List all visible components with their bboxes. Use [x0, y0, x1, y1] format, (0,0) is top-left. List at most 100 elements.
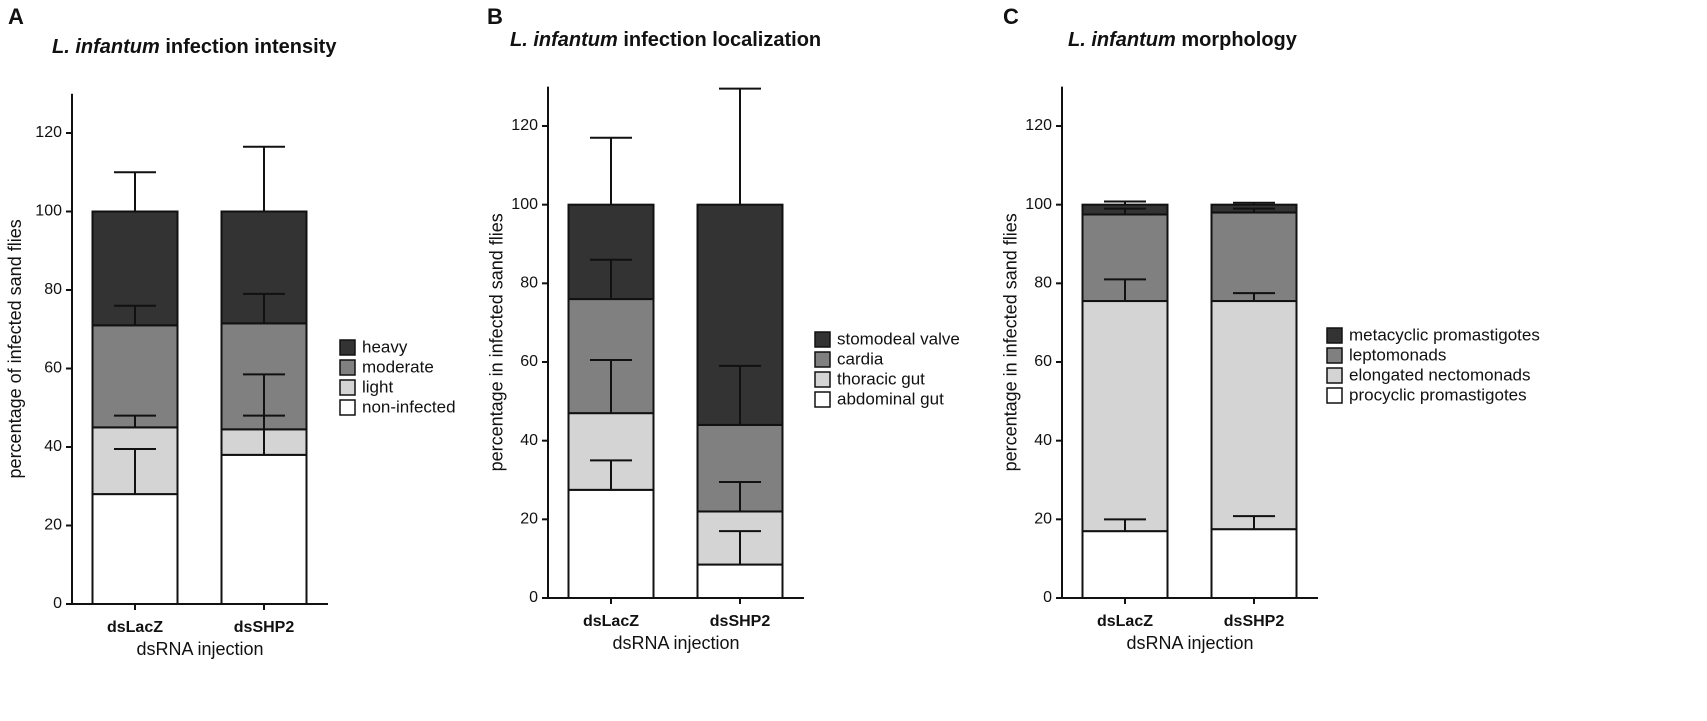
error-bar [114, 414, 156, 428]
y-tick-label: 100 [1025, 196, 1052, 213]
y-tick-label: 80 [1034, 275, 1052, 292]
legend-label: leptomonads [1349, 345, 1446, 364]
title-species: L. infantum [52, 36, 160, 58]
legend-swatch [1326, 387, 1343, 404]
legend-swatch [339, 359, 356, 376]
error-bar [719, 480, 761, 512]
error-bar [1104, 200, 1146, 205]
error-bar [590, 359, 632, 414]
x-tick-label: dsSHP2 [1224, 613, 1285, 630]
title-rest: morphology [1181, 29, 1297, 51]
title-rest: infection intensity [165, 36, 337, 58]
chart-title: L. infantum infection localization [510, 29, 821, 51]
error-bar [719, 530, 761, 565]
bar-segment [91, 493, 179, 606]
panel-letter: B [487, 4, 503, 29]
title-rest: infection localization [623, 29, 821, 51]
legend-label: heavy [362, 337, 408, 356]
chart-title: L. infantum morphology [1068, 29, 1298, 51]
bar-segment [1210, 211, 1298, 303]
chart-title: L. infantum infection intensity [52, 36, 337, 58]
y-axis-label: percentage in infected sand flies [1001, 213, 1021, 471]
legend-swatch [814, 331, 831, 348]
error-bar [590, 136, 632, 205]
error-bar [1233, 515, 1275, 530]
legend-label: non-infected [362, 397, 456, 416]
legend-label: light [362, 377, 393, 396]
y-tick-label: 20 [520, 511, 538, 528]
panel-letter: C [1003, 4, 1019, 29]
legend-swatch [1326, 367, 1343, 384]
error-bar [1104, 207, 1146, 215]
y-tick-label: 120 [35, 124, 62, 141]
legend-swatch [814, 371, 831, 388]
error-bar [243, 373, 285, 430]
x-tick-label: dsLacZ [107, 619, 163, 636]
legend-label: elongated nectomonads [1349, 365, 1530, 384]
x-tick-label: dsSHP2 [234, 619, 295, 636]
error-bar [1104, 278, 1146, 302]
bar-segment [1210, 528, 1298, 600]
bar-segment [696, 563, 784, 599]
error-bar [243, 145, 285, 212]
error-bar [719, 364, 761, 425]
y-tick-label: 40 [520, 432, 538, 449]
legend-label: abdominal gut [837, 389, 944, 408]
legend-label: metacyclic promastigotes [1349, 325, 1540, 344]
y-axis-label: percentage of infected sand flies [5, 219, 25, 478]
y-tick-label: 80 [44, 281, 62, 298]
legend-swatch [339, 379, 356, 396]
title-species: L. infantum [1068, 29, 1176, 51]
legend-swatch [1326, 347, 1343, 364]
legend-label: thoracic gut [837, 369, 925, 388]
y-tick-label: 40 [44, 438, 62, 455]
y-tick-label: 0 [529, 589, 538, 606]
legend-label: procyclic promastigotes [1349, 385, 1527, 404]
error-bar [590, 459, 632, 490]
y-axis-label: percentage in infected sand flies [487, 213, 507, 471]
bar-segment [1210, 300, 1298, 531]
error-bar [1233, 292, 1275, 302]
legend-label: cardia [837, 349, 884, 368]
error-bar [114, 304, 156, 326]
y-tick-label: 40 [1034, 432, 1052, 449]
y-tick-label: 100 [35, 203, 62, 220]
error-bar [1233, 201, 1275, 205]
x-tick-label: dsSHP2 [710, 613, 771, 630]
error-bar [1104, 518, 1146, 532]
y-tick-label: 0 [1043, 589, 1052, 606]
legend-swatch [814, 391, 831, 408]
y-tick-label: 60 [44, 360, 62, 377]
y-tick-label: 120 [511, 117, 538, 134]
y-tick-label: 0 [53, 595, 62, 612]
y-tick-label: 60 [1034, 353, 1052, 370]
x-tick-label: dsLacZ [583, 613, 639, 630]
y-tick-label: 20 [1034, 511, 1052, 528]
error-bar [590, 258, 632, 300]
error-bar [114, 447, 156, 495]
bar-segment [1081, 530, 1169, 600]
y-tick-label: 100 [511, 196, 538, 213]
x-tick-label: dsLacZ [1097, 613, 1153, 630]
legend-swatch [814, 351, 831, 368]
bar-segment [567, 488, 655, 600]
bar-segment [1081, 300, 1169, 533]
error-bar [114, 171, 156, 212]
bar-segment [91, 324, 179, 429]
error-bar [243, 292, 285, 324]
title-species: L. infantum [510, 29, 618, 51]
error-bar [719, 87, 761, 205]
y-tick-label: 20 [44, 517, 62, 534]
legend-swatch [339, 339, 356, 356]
legend-label: moderate [362, 357, 434, 376]
error-bar [1233, 207, 1275, 213]
panel-letter: A [8, 4, 24, 29]
x-axis-label: dsRNA injection [136, 639, 263, 659]
y-tick-label: 120 [1025, 117, 1052, 134]
y-tick-label: 60 [520, 353, 538, 370]
y-tick-label: 80 [520, 275, 538, 292]
legend-label: stomodeal valve [837, 329, 960, 348]
x-axis-label: dsRNA injection [1126, 633, 1253, 653]
x-axis-label: dsRNA injection [612, 633, 739, 653]
